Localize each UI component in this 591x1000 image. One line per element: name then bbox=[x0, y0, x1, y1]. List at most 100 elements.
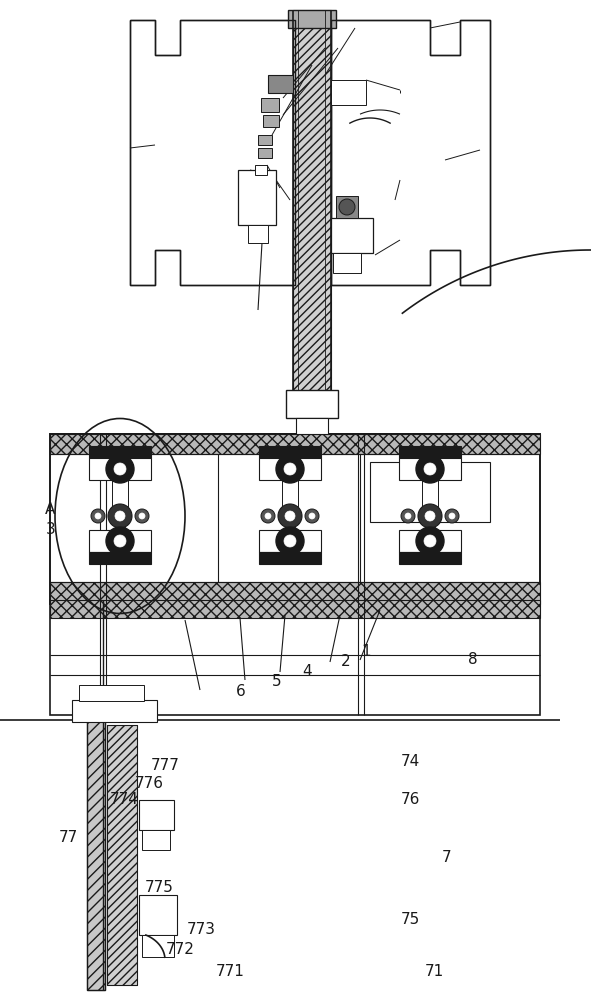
Bar bbox=[259, 446, 321, 458]
Bar bbox=[268, 75, 293, 93]
Bar bbox=[336, 196, 358, 218]
Bar bbox=[72, 700, 157, 722]
Circle shape bbox=[276, 527, 304, 555]
Bar bbox=[79, 685, 144, 701]
Bar bbox=[286, 390, 338, 418]
Text: 75: 75 bbox=[401, 912, 420, 928]
Circle shape bbox=[135, 509, 149, 523]
Bar bbox=[331, 218, 373, 253]
Bar bbox=[422, 458, 438, 508]
Circle shape bbox=[445, 509, 459, 523]
Circle shape bbox=[416, 527, 444, 555]
Bar bbox=[89, 446, 151, 458]
Polygon shape bbox=[130, 20, 295, 285]
Text: 77: 77 bbox=[59, 830, 77, 846]
Bar bbox=[258, 148, 272, 158]
Bar bbox=[259, 552, 321, 564]
Bar bbox=[282, 458, 298, 508]
Circle shape bbox=[305, 509, 319, 523]
Circle shape bbox=[405, 513, 411, 519]
Bar bbox=[142, 830, 170, 850]
Bar bbox=[293, 10, 331, 410]
Bar bbox=[259, 458, 321, 480]
Bar bbox=[425, 458, 435, 564]
Text: 2: 2 bbox=[341, 654, 350, 670]
Bar bbox=[296, 418, 328, 434]
Text: 71: 71 bbox=[425, 964, 444, 980]
Bar bbox=[285, 458, 295, 564]
Text: 74: 74 bbox=[401, 754, 420, 770]
Bar bbox=[399, 552, 461, 564]
Bar bbox=[399, 446, 461, 458]
Bar bbox=[87, 720, 105, 990]
Bar bbox=[139, 895, 177, 935]
Circle shape bbox=[284, 535, 296, 547]
Bar bbox=[370, 462, 490, 522]
Circle shape bbox=[284, 463, 296, 475]
Circle shape bbox=[416, 455, 444, 483]
Circle shape bbox=[424, 463, 436, 475]
Text: 6: 6 bbox=[236, 684, 246, 700]
Circle shape bbox=[114, 535, 126, 547]
Bar bbox=[50, 600, 540, 715]
Text: A: A bbox=[45, 502, 56, 518]
Text: 1: 1 bbox=[362, 645, 371, 660]
Polygon shape bbox=[331, 20, 490, 285]
Bar bbox=[261, 98, 279, 112]
Bar bbox=[399, 458, 461, 480]
Circle shape bbox=[418, 504, 442, 528]
Text: 772: 772 bbox=[166, 942, 194, 958]
Bar bbox=[115, 458, 125, 564]
Text: 7: 7 bbox=[441, 850, 451, 865]
Bar bbox=[50, 434, 540, 454]
Bar bbox=[89, 458, 151, 480]
Text: 777: 777 bbox=[151, 758, 180, 772]
Circle shape bbox=[108, 504, 132, 528]
Text: 8: 8 bbox=[468, 652, 478, 668]
Text: 776: 776 bbox=[134, 776, 164, 790]
Circle shape bbox=[449, 513, 455, 519]
Bar bbox=[50, 434, 540, 604]
Text: 775: 775 bbox=[145, 880, 174, 896]
Circle shape bbox=[261, 509, 275, 523]
Circle shape bbox=[114, 463, 126, 475]
Bar bbox=[333, 253, 361, 273]
Bar bbox=[112, 458, 128, 508]
Circle shape bbox=[425, 511, 435, 521]
Bar bbox=[142, 935, 174, 957]
Circle shape bbox=[115, 511, 125, 521]
Circle shape bbox=[401, 509, 415, 523]
Bar bbox=[50, 600, 540, 618]
Circle shape bbox=[139, 513, 145, 519]
Bar bbox=[331, 80, 366, 105]
Text: 3: 3 bbox=[46, 522, 55, 538]
Bar bbox=[238, 170, 276, 225]
Text: 771: 771 bbox=[216, 964, 245, 980]
Text: 773: 773 bbox=[186, 922, 216, 938]
Circle shape bbox=[276, 455, 304, 483]
Text: 4: 4 bbox=[303, 664, 312, 680]
Bar bbox=[399, 530, 461, 552]
Bar bbox=[89, 530, 151, 552]
Bar bbox=[50, 582, 540, 604]
Circle shape bbox=[91, 509, 105, 523]
Bar bbox=[87, 720, 105, 990]
Bar bbox=[107, 725, 137, 985]
Bar bbox=[288, 10, 336, 28]
Circle shape bbox=[106, 455, 134, 483]
Circle shape bbox=[285, 511, 295, 521]
Bar bbox=[107, 725, 137, 985]
Circle shape bbox=[95, 513, 101, 519]
Bar bbox=[248, 225, 268, 243]
Bar bbox=[89, 552, 151, 564]
Bar bbox=[263, 115, 279, 127]
Circle shape bbox=[278, 504, 302, 528]
Circle shape bbox=[339, 199, 355, 215]
Bar bbox=[255, 165, 267, 175]
Bar bbox=[258, 135, 272, 145]
Text: 76: 76 bbox=[401, 792, 420, 808]
Circle shape bbox=[106, 527, 134, 555]
Circle shape bbox=[424, 535, 436, 547]
Text: 5: 5 bbox=[272, 674, 281, 690]
Bar bbox=[139, 800, 174, 830]
